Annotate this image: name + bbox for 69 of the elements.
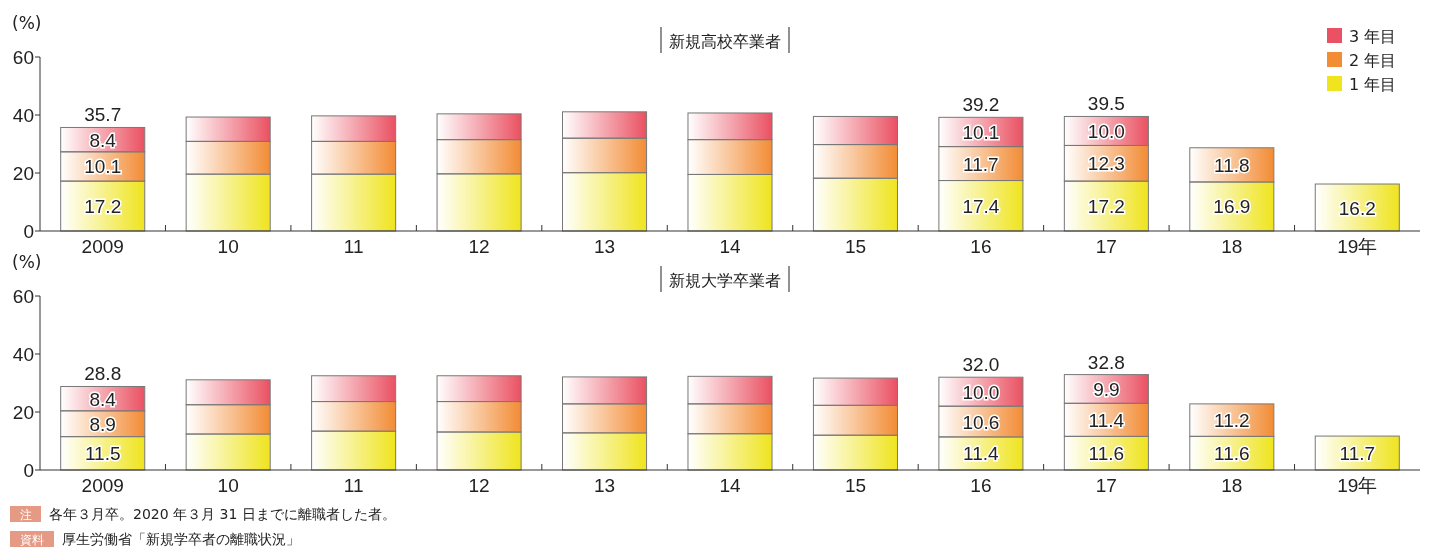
data-label: 17.2 xyxy=(1087,196,1125,218)
y-tick-label: 20 xyxy=(12,402,34,423)
x-tick-label: 14 xyxy=(719,475,741,496)
total-label: 39.2 xyxy=(962,94,1000,116)
chart-title: 新規高校卒業者 xyxy=(669,32,781,51)
x-tick-label: 15 xyxy=(844,475,867,496)
x-tick-label: 13 xyxy=(593,236,616,257)
data-label: 10.1 xyxy=(962,121,1000,143)
data-label: 10.1 xyxy=(84,156,122,178)
y-tick-label: 60 xyxy=(12,47,34,68)
data-label: 8.4 xyxy=(89,129,117,151)
data-label: 11.7 xyxy=(963,153,999,175)
total-label: 32.0 xyxy=(962,354,1000,376)
x-tick-label: 18 xyxy=(1221,475,1243,496)
x-tick-label: 19年 xyxy=(1337,236,1378,257)
x-tick-label: 2009 xyxy=(81,475,124,496)
y-tick-label: 40 xyxy=(12,105,34,126)
data-label: 11.7 xyxy=(1339,443,1376,465)
data-label: 16.2 xyxy=(1338,197,1376,219)
data-label: 10.6 xyxy=(962,411,1000,433)
data-label: 16.9 xyxy=(1213,196,1251,218)
x-tick-label: 10 xyxy=(217,475,239,496)
legend-label: 2 年目 xyxy=(1349,51,1397,70)
data-label: 17.4 xyxy=(962,195,1000,217)
x-tick-label: 12 xyxy=(468,475,490,496)
x-tick-label: 19年 xyxy=(1337,475,1378,496)
data-label: 11.2 xyxy=(1214,410,1250,432)
y-axis-title: (%) xyxy=(12,252,42,272)
x-tick-label: 16 xyxy=(970,475,992,496)
data-label: 10.0 xyxy=(1087,120,1125,142)
x-tick-label: 13 xyxy=(593,475,616,496)
data-label: 8.9 xyxy=(89,413,116,435)
x-tick-label: 2009 xyxy=(81,236,124,257)
data-label: 11.4 xyxy=(1088,409,1125,431)
total-label: 32.8 xyxy=(1087,351,1125,373)
y-tick-label: 0 xyxy=(23,460,34,481)
y-tick-label: 0 xyxy=(23,221,34,242)
total-label: 35.7 xyxy=(84,104,122,126)
chart-title: 新規大学卒業者 xyxy=(669,271,781,290)
data-label: 11.8 xyxy=(1214,154,1250,176)
x-tick-label: 10 xyxy=(217,236,239,257)
x-tick-label: 17 xyxy=(1095,236,1117,257)
text: 注 各年３月卒。2020 年３月 31 日までに離職者した者。 xyxy=(19,506,396,522)
data-label: 11.4 xyxy=(963,443,1000,465)
data-label: 10.0 xyxy=(962,381,1000,403)
x-tick-label: 15 xyxy=(844,236,867,257)
x-tick-label: 12 xyxy=(468,236,490,257)
x-tick-label: 17 xyxy=(1095,475,1117,496)
x-tick-label: 11 xyxy=(343,236,364,257)
x-tick-label: 18 xyxy=(1221,236,1243,257)
y-axis-title: (%) xyxy=(12,13,42,33)
data-label: 17.2 xyxy=(84,196,122,218)
total-label: 39.5 xyxy=(1087,93,1125,115)
total-label: 28.8 xyxy=(84,363,122,385)
data-label: 11.6 xyxy=(1088,443,1125,465)
data-label: 12.3 xyxy=(1087,153,1125,175)
x-tick-label: 16 xyxy=(970,236,992,257)
data-label: 11.6 xyxy=(1214,443,1250,465)
y-tick-label: 20 xyxy=(12,163,34,184)
data-label: 9.9 xyxy=(1093,378,1120,400)
legend-label: 1 年目 xyxy=(1349,75,1397,94)
x-tick-label: 14 xyxy=(719,236,741,257)
data-label: 11.5 xyxy=(84,443,121,465)
x-tick-label: 11 xyxy=(343,475,364,496)
y-tick-label: 40 xyxy=(12,344,34,365)
legend-label: 3 年目 xyxy=(1349,27,1397,46)
text: 資料 厚生労働省「新規学卒者の離職状況」 xyxy=(20,531,300,547)
data-label: 8.4 xyxy=(89,388,117,410)
y-tick-label: 60 xyxy=(12,286,34,307)
